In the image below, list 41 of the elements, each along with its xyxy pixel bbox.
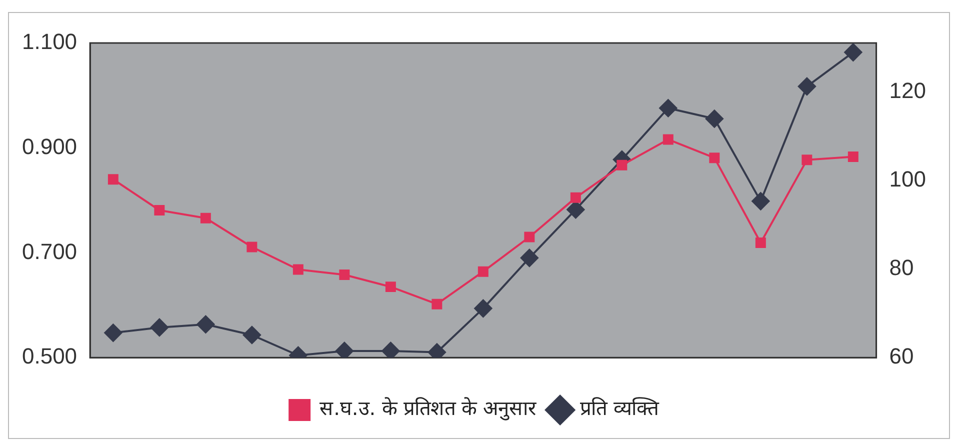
point <box>385 282 396 292</box>
point <box>659 99 678 118</box>
point <box>662 134 674 145</box>
y2-tick-label: 100 <box>889 166 926 192</box>
point <box>802 154 812 166</box>
point <box>566 200 585 219</box>
y2-tick-label: 80 <box>889 255 914 280</box>
point <box>108 174 118 185</box>
point <box>150 318 168 336</box>
y-tick-label: 0.500 <box>22 344 78 369</box>
point <box>570 192 581 203</box>
point <box>524 232 535 242</box>
y-tick-label: 0.900 <box>22 134 78 159</box>
point <box>844 43 862 62</box>
point <box>335 342 354 358</box>
point <box>432 298 442 310</box>
point <box>154 205 165 216</box>
legend-label: स.घ.उ. के प्रतिशत के अनुसार <box>320 396 538 422</box>
point <box>705 110 724 128</box>
point <box>200 212 211 224</box>
point <box>246 242 258 252</box>
point <box>104 324 122 342</box>
point <box>709 152 720 164</box>
point <box>616 160 628 170</box>
point <box>474 299 492 318</box>
point <box>196 315 215 334</box>
legend-label: प्रति व्यक्ति <box>580 396 660 420</box>
y-tick-label: 1.100 <box>22 29 78 54</box>
point <box>478 266 488 277</box>
point <box>339 270 350 280</box>
point <box>520 248 538 267</box>
point <box>242 326 261 344</box>
y2-tick-label: 120 <box>889 78 926 103</box>
y2-tick-label: 60 <box>889 344 914 369</box>
point <box>752 192 770 210</box>
y-tick-label: 0.700 <box>22 238 78 264</box>
point <box>292 264 304 275</box>
point <box>382 342 400 358</box>
point <box>755 238 766 248</box>
point <box>848 152 858 162</box>
point <box>798 77 816 96</box>
